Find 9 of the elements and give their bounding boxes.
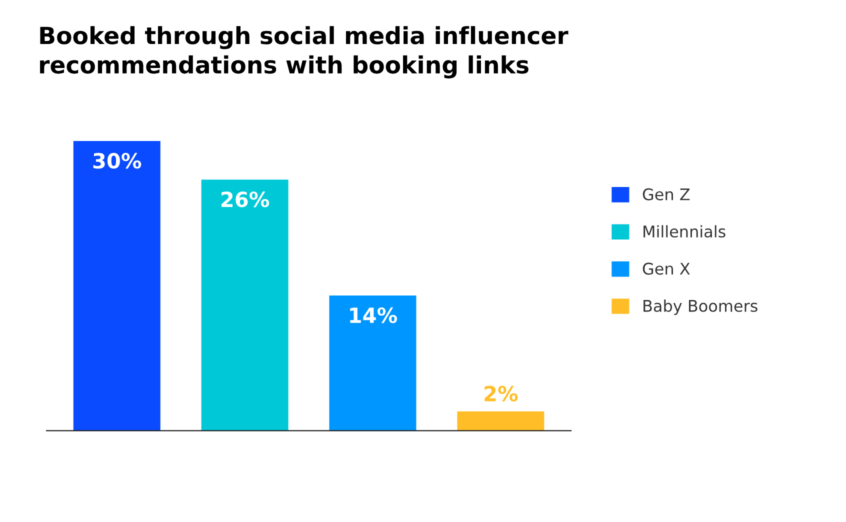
data-label: 26% [222,192,270,208]
legend-label: Millennials [644,225,726,238]
legend-label: Baby Boomers [644,300,758,316]
data-label: 14% [350,307,398,324]
legend-label: Gen Z [642,188,690,200]
data-label: 30% [93,152,142,169]
chart-title: Booked through social media influencer recommendations with booking links [40,26,568,78]
data-label: 2% [484,386,518,402]
legend-label: Gen X [642,262,690,275]
